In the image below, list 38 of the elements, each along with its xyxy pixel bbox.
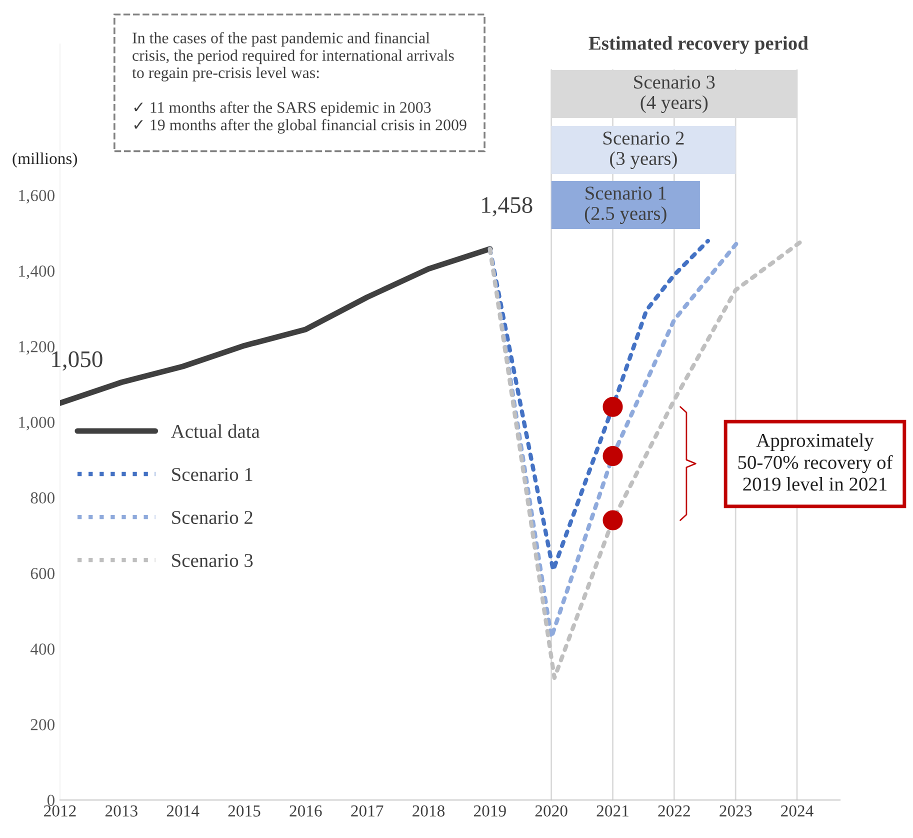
y-tick-label: 1,400 xyxy=(19,266,55,280)
annotation: Estimated recovery period xyxy=(588,36,808,54)
band-label: Scenario 2 (3 years) xyxy=(603,132,684,170)
x-tick-label: 2020 xyxy=(535,805,568,817)
x-tick-label: 2015 xyxy=(228,805,260,817)
y-tick-label: 400 xyxy=(30,644,55,655)
annotation: 1,458 xyxy=(482,197,532,216)
point xyxy=(602,396,623,417)
x-tick-label: 2022 xyxy=(658,805,690,817)
legend-label: Scenario 1 xyxy=(172,468,252,482)
x-tick-label: 2024 xyxy=(781,805,814,817)
x-tick-label: 2012 xyxy=(44,805,76,817)
band-label: Scenario 3 (4 years) xyxy=(634,76,715,114)
y-tick-label: 600 xyxy=(30,568,55,580)
legend-label: Scenario 2 xyxy=(172,510,252,524)
x-tick-label: 2014 xyxy=(166,805,200,817)
x-tick-label: 2016 xyxy=(290,805,322,817)
x-tick-label: 2021 xyxy=(596,805,628,817)
y-tick-label: 200 xyxy=(30,719,55,730)
y-tick-label: 1,200 xyxy=(19,341,55,355)
y-tick-label: 0 xyxy=(47,794,55,806)
band-label: Scenario 1 (2.5 years) xyxy=(584,186,666,224)
y-tick-label: 1,600 xyxy=(19,190,55,204)
legend-label: Actual data xyxy=(171,424,260,438)
x-tick-label: 2013 xyxy=(105,805,138,817)
x-tick-label: 2023 xyxy=(720,805,752,817)
y-tick-label: 800 xyxy=(30,492,55,504)
legend-label: Scenario 3 xyxy=(172,554,253,568)
y-axis-title: (millions) xyxy=(12,152,78,168)
annotation: 1,050 xyxy=(52,351,102,371)
annotation: Approximately 50-70% recovery of 2019 level in 2021 xyxy=(738,433,893,491)
point xyxy=(602,446,623,466)
x-tick-label: 2019 xyxy=(474,805,506,817)
y-tick-label: 1,000 xyxy=(19,416,55,430)
x-tick-label: 2018 xyxy=(412,805,445,817)
point xyxy=(602,510,623,530)
x-tick-label: 2017 xyxy=(351,805,384,817)
text: In the cases of the past pandemic and financial crisis, the period required for international arrivals to regain pre-crisis level was: ✓ 11 months after the SARS epidemic in 2003 ✓ 19 months after the global financial crisis in 2009 xyxy=(132,32,466,134)
